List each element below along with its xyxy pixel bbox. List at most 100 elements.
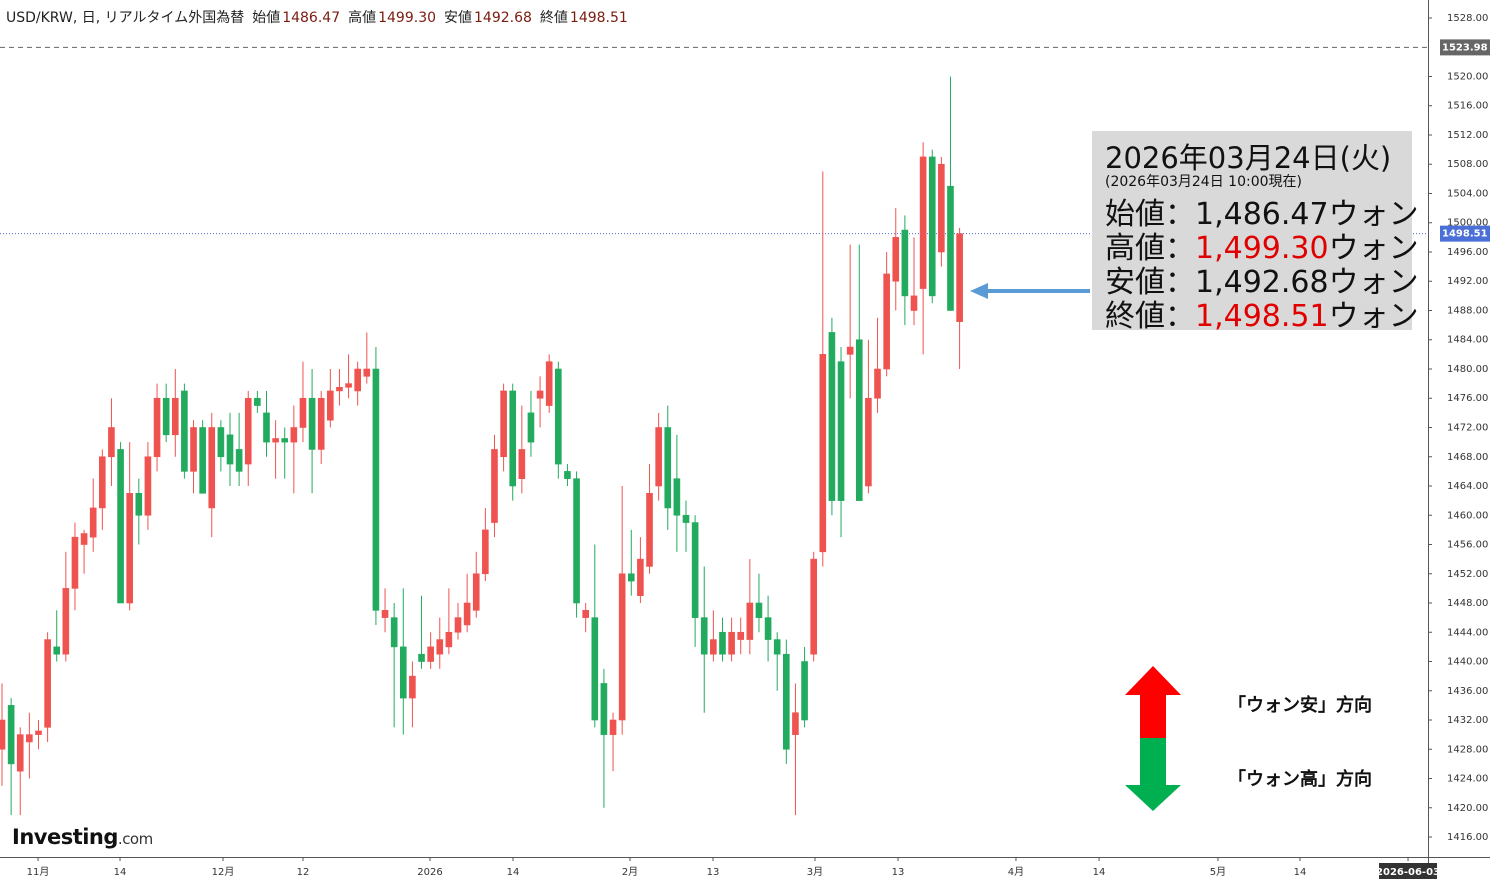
candle-body	[828, 332, 836, 501]
x-tick-label: 13	[707, 867, 720, 878]
y-tick-label: 1424.00	[1447, 774, 1488, 785]
candle-body	[573, 478, 580, 604]
candle-body	[190, 427, 197, 472]
candle-body	[846, 346, 854, 355]
x-tick-label: 11月	[27, 866, 50, 878]
candle-body	[181, 390, 188, 472]
candle-body	[746, 602, 754, 640]
candle-body	[518, 449, 526, 479]
y-tick-label: 1440.00	[1447, 657, 1488, 668]
candle-body	[682, 514, 690, 523]
candle-body	[436, 639, 444, 655]
candle-body	[472, 573, 480, 611]
candle-body	[719, 631, 726, 655]
candle-body	[235, 449, 243, 472]
candle-body	[773, 639, 781, 655]
price-label: 1498.51	[1442, 229, 1488, 240]
header-value: 1499.30	[378, 10, 437, 26]
y-tick-label: 1480.00	[1447, 364, 1488, 375]
y-tick-label: 1428.00	[1447, 744, 1488, 755]
y-tick-label: 1496.00	[1447, 247, 1488, 258]
y-tick-label: 1432.00	[1447, 715, 1488, 726]
price-label-box	[1440, 39, 1490, 56]
candle-body	[664, 427, 672, 509]
arrow-up-label: 「ウォン安」方向	[1228, 695, 1372, 716]
candle-body	[153, 397, 161, 458]
candle-body	[117, 449, 124, 604]
candle-body	[418, 653, 425, 662]
info-unit: ウォン	[1328, 197, 1419, 232]
candle-body	[582, 610, 589, 618]
y-tick-label: 1444.00	[1447, 627, 1488, 638]
candle-body	[308, 397, 316, 450]
candle-body	[892, 237, 900, 282]
logo: Investing.com	[12, 825, 153, 849]
candle-body	[609, 719, 617, 735]
candle-body	[44, 639, 51, 728]
candle-body	[399, 646, 407, 699]
candle-body	[445, 631, 453, 648]
info-row: 安値：1,492.68ウォン	[1105, 257, 1419, 301]
candle-body	[764, 617, 772, 640]
y-tick-label: 1520.00	[1447, 71, 1488, 82]
info-unit: ウォン	[1328, 231, 1419, 266]
x-tick-label: 12月	[212, 866, 235, 878]
candle-body	[409, 675, 416, 699]
candle-body	[710, 639, 717, 655]
candle-body	[89, 507, 97, 538]
candle-body	[737, 631, 745, 640]
header-label: 高値	[348, 10, 377, 26]
y-tick-label: 1516.00	[1447, 101, 1488, 112]
candle-body	[618, 573, 626, 721]
y-tick-label: 1500.00	[1447, 218, 1488, 229]
candle-body	[928, 156, 936, 297]
candle-body	[956, 233, 963, 322]
candle-body	[390, 617, 398, 648]
candle-body	[910, 295, 918, 311]
candle-body	[527, 412, 535, 443]
candle-body	[135, 493, 143, 516]
candle-body	[454, 617, 462, 633]
candle-body	[99, 456, 106, 509]
y-tick-label: 1416.00	[1447, 832, 1488, 843]
candle-body	[865, 397, 872, 487]
y-tick-label: 1436.00	[1447, 686, 1488, 697]
candle-body	[226, 434, 234, 465]
x-tick-label: 2月	[622, 866, 638, 878]
candle-body	[299, 397, 307, 428]
candle-body	[208, 427, 216, 509]
candle-body	[901, 229, 909, 297]
y-tick-label: 1476.00	[1447, 393, 1488, 404]
x-tick-label: 13	[892, 867, 905, 878]
y-tick-label: 1528.00	[1447, 13, 1488, 24]
candle-body	[317, 397, 325, 450]
candle-body	[427, 646, 434, 662]
candle-body	[126, 493, 133, 604]
candle-body	[144, 456, 152, 516]
candle-body	[700, 617, 708, 655]
info-note: (2026年03月24日 10:00現在)	[1105, 174, 1302, 190]
candle-body	[217, 427, 225, 458]
info-box: 2026年03月24日(火) (2026年03月24日 10:00現在) 始値：…	[1092, 131, 1419, 334]
candle-body	[837, 361, 845, 501]
candle-body	[883, 273, 890, 370]
info-row: 始値：1,486.47ウォン	[1105, 189, 1419, 233]
legend-header: USD/KRW, 日, リアルタイム外国為替 始値 1486.47 高値 1499.3…	[6, 7, 628, 27]
candle-body	[244, 397, 252, 465]
candle-body	[545, 361, 553, 406]
candle-body	[947, 185, 954, 311]
symbol: USD/KRW, 日, リアルタイム外国為替	[6, 10, 245, 26]
x-tick-box	[1379, 863, 1438, 879]
price-label-box	[1440, 225, 1490, 242]
x-tick-label: 4月	[1008, 866, 1024, 878]
candle-body	[381, 610, 389, 618]
candle-body	[53, 646, 61, 655]
candle-body	[691, 522, 699, 618]
candle-body	[801, 661, 808, 721]
candle-body	[272, 438, 279, 443]
candle-body	[336, 386, 343, 392]
candle-body	[874, 368, 881, 399]
header-item: 終値 1498.51	[540, 7, 628, 27]
x-tick-label: 12	[297, 867, 310, 878]
